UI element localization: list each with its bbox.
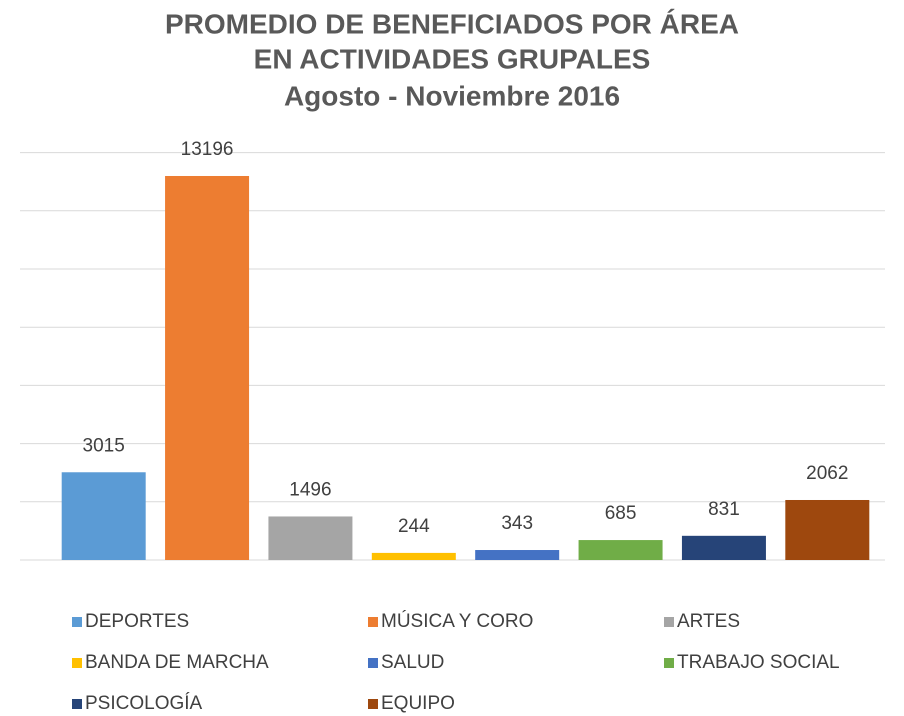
data-label: 2062 <box>806 463 848 484</box>
legend-swatch <box>72 699 82 709</box>
legend-swatch <box>664 617 674 627</box>
legend-swatch <box>72 658 82 668</box>
data-label: 13196 <box>181 139 234 160</box>
bar <box>371 552 456 560</box>
legend-label: ARTES <box>677 611 740 632</box>
legend-swatch <box>368 658 378 668</box>
chart-subtitle: Agosto - Noviembre 2016 <box>284 80 620 111</box>
data-label: 1496 <box>289 479 331 500</box>
legend-label: MÚSICA Y CORO <box>381 610 533 632</box>
chart-title: PROMEDIO DE BENEFICIADOS POR ÁREA <box>165 8 739 39</box>
legend-swatch <box>72 617 82 627</box>
legend-swatch <box>368 699 378 709</box>
bar <box>61 472 146 560</box>
legend-label: PSICOLOGÍA <box>85 693 203 714</box>
data-label: 831 <box>708 499 740 520</box>
legend-swatch <box>368 617 378 627</box>
legend-label: BANDA DE MARCHA <box>85 652 269 673</box>
bar <box>475 550 560 560</box>
data-label: 244 <box>398 516 430 537</box>
bar <box>165 175 250 560</box>
chart-title: EN ACTIVIDADES GRUPALES <box>254 43 651 74</box>
bar <box>785 499 870 560</box>
legend-swatch <box>664 658 674 668</box>
bar <box>268 516 353 560</box>
data-label: 3015 <box>83 435 125 456</box>
legend-label: TRABAJO SOCIAL <box>677 652 840 673</box>
bar <box>578 540 663 560</box>
data-label: 343 <box>501 513 533 534</box>
legend-label: EQUIPO <box>381 693 455 714</box>
bar <box>681 535 766 560</box>
data-label: 685 <box>605 503 637 524</box>
legend-label: SALUD <box>381 652 444 673</box>
legend-label: DEPORTES <box>85 611 189 632</box>
